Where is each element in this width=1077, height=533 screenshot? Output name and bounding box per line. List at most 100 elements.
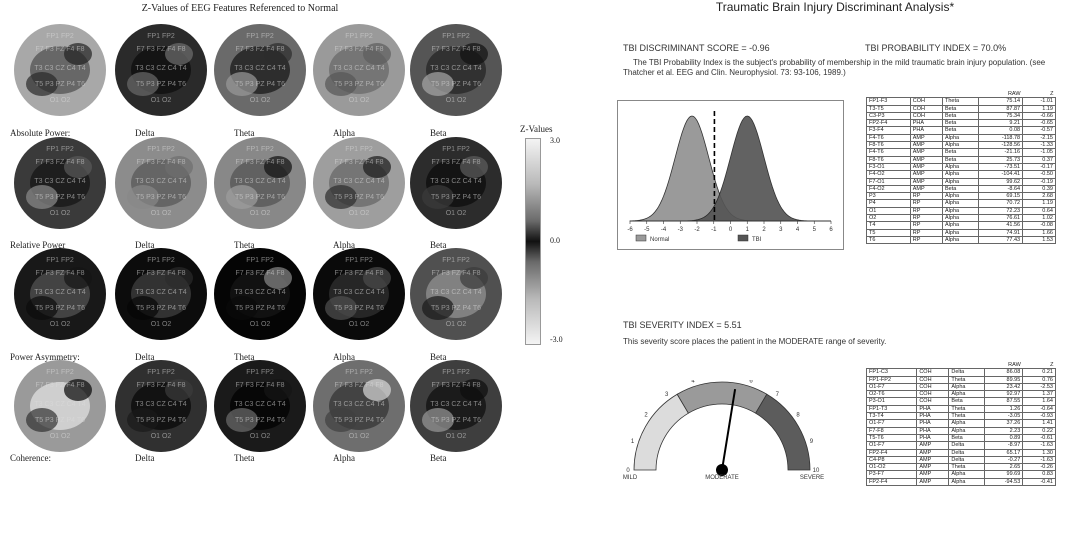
x-tick-label: 3 [779,227,783,233]
band-label: Beta [430,453,447,463]
table-cell: -73.51 [977,162,1024,172]
table-cell: Alpha [942,235,979,245]
table-row: T3-T4 PHA Theta -3.05 -0.93 [865,412,1056,421]
topomap-head: FP1 FP2 F7 F3 FZ F4 F8 T3 C3 CZ C4 T4 T5 P3… [214,137,306,229]
svg-text:O1 O2: O1 O2 [151,321,172,328]
table-row: FP1-T3 PHA Theta 1.26 -0.64 [865,404,1056,414]
svg-text:T3 C3 CZ C4 T4: T3 C3 CZ C4 T4 [430,401,481,408]
table-row: F4-O2 AMP Beta -8.64 0.39 [866,184,1056,194]
svg-text:T3 C3 CZ C4 T4: T3 C3 CZ C4 T4 [333,401,384,408]
table-cell: Alpha [948,419,985,428]
gauge-tick-label: 0 [626,468,630,474]
table-cell: RP [909,192,944,201]
gauge-tick-label: 3 [665,392,669,398]
table-cell: T5 [866,228,911,237]
svg-text:T3 C3 CZ C4 T4: T3 C3 CZ C4 T4 [34,178,85,185]
table-cell: O1-O2 [865,463,918,472]
table-header [867,91,911,98]
table-cell: PHA [916,404,950,414]
table-cell: 23.42 [983,382,1024,392]
topomap-head: FP1 FP2 F7 F3 FZ F4 F8 T3 C3 CZ C4 T4 T5 P3… [410,248,502,340]
table-cell: FP1-C3 [865,368,918,377]
table-cell: 92.97 [983,390,1024,399]
svg-text:T5 P3 PZ P4 T6: T5 P3 PZ P4 T6 [431,305,481,312]
table-cell: 41.56 [977,221,1024,230]
svg-text:F7 F3 FZ F4 F8: F7 F3 FZ F4 F8 [136,382,185,389]
band-label: Theta [234,453,255,463]
svg-text:T3 C3 CZ C4 T4: T3 C3 CZ C4 T4 [430,65,481,72]
table-row: FP2-F4 AMP Alpha -94.53 -0.41 [865,477,1056,487]
svg-text:F7 F3 FZ F4 F8: F7 F3 FZ F4 F8 [431,159,480,166]
table-cell: 99.69 [983,470,1024,479]
table-cell: -1.33 [1022,141,1056,150]
table-cell: AMP [909,162,944,172]
table-header [917,362,949,369]
topomap-head: FP1 FP2 F7 F3 FZ F4 F8 T3 C3 CZ C4 T4 T5 P3… [115,360,207,452]
table-cell: PHA [916,412,950,421]
table-row: F3-O1 AMP Alpha -73.51 -0.17 [866,162,1056,172]
table-cell: Alpha [948,382,985,392]
table-cell: Theta [942,97,979,106]
table-cell: RP [909,206,944,216]
table-cell: Alpha [942,177,979,186]
table-cell: -0.50 [1022,170,1056,179]
svg-text:T3 C3 CZ C4 T4: T3 C3 CZ C4 T4 [34,289,85,296]
table-row: O1-F7 AMP Delta -8.97 -1.63 [865,441,1056,450]
zscale-min: -3.0 [550,335,563,344]
table-cell: 87.87 [977,104,1024,113]
x-tick-label: 1 [746,227,750,233]
table-cell: FP2-F4 [865,477,918,487]
svg-text:FP1 FP2: FP1 FP2 [442,257,470,264]
table-cell: 1.30 [1022,448,1056,457]
svg-text:F7 F3 FZ F4 F8: F7 F3 FZ F4 F8 [136,270,185,277]
table-cell: FP1-T3 [865,404,918,414]
table-cell: O1-F7 [865,419,918,428]
topomap-head: FP1 FP2 F7 F3 FZ F4 F8 T3 C3 CZ C4 T4 T5 P3… [115,248,207,340]
svg-text:FP1 FP2: FP1 FP2 [345,369,373,376]
table-cell: 0.22 [1022,426,1056,435]
x-tick-label: 0 [729,227,733,233]
table-row: O1-F7 COH Alpha 23.42 -2.53 [865,382,1056,392]
table-cell: Alpha [942,170,979,179]
table-cell: F7-O1 [866,177,911,186]
table-header: RAW [1008,362,1021,368]
svg-text:T3 C3 CZ C4 T4: T3 C3 CZ C4 T4 [430,178,481,185]
svg-text:T3 C3 CZ C4 T4: T3 C3 CZ C4 T4 [234,289,285,296]
table-cell: Delta [948,368,985,377]
svg-text:T5 P3 PZ P4 T6: T5 P3 PZ P4 T6 [235,81,285,88]
table-cell: -8.64 [977,184,1024,194]
table-cell: AMP [916,477,950,487]
table-cell: -0.27 [983,455,1024,465]
table-cell: 75.14 [977,97,1024,106]
table-cell: 74.91 [977,228,1024,237]
band-label: Alpha [333,453,355,463]
gauge-zone-mild [633,393,689,471]
legend-label: TBI [752,237,762,243]
topomap-head: FP1 FP2 F7 F3 FZ F4 F8 T3 C3 CZ C4 T4 T5 P3… [214,248,306,340]
svg-text:T3 C3 CZ C4 T4: T3 C3 CZ C4 T4 [135,289,186,296]
table-cell: -0.61 [1022,433,1056,443]
gauge-tick-label: 8 [796,413,800,419]
table-cell: -1.01 [1022,97,1056,106]
x-tick-label: 5 [813,227,817,233]
topomap-head: FP1 FP2 F7 F3 FZ F4 F8 T3 C3 CZ C4 T4 T5 P3… [313,24,405,116]
svg-text:F7 F3 FZ F4 F8: F7 F3 FZ F4 F8 [334,46,383,53]
svg-text:T5 P3 PZ P4 T6: T5 P3 PZ P4 T6 [136,305,186,312]
svg-text:T3 C3 CZ C4 T4: T3 C3 CZ C4 T4 [135,178,186,185]
svg-text:O1 O2: O1 O2 [250,97,271,104]
table-cell: -0.08 [1022,221,1056,230]
svg-text:O1 O2: O1 O2 [349,97,370,104]
table-cell: Alpha [942,162,979,172]
table-cell: Alpha [942,206,979,216]
svg-text:O1 O2: O1 O2 [349,321,370,328]
band-label: Delta [135,352,155,362]
topomap-head: FP1 FP2 F7 F3 FZ F4 F8 T3 C3 CZ C4 T4 T5 P3… [14,24,106,116]
table-row: F8-T6 AMP Beta 25.73 0.37 [866,155,1056,164]
table-cell: -1.63 [1022,455,1056,465]
table-cell: 69.15 [977,192,1024,201]
table-cell: COH [916,375,950,384]
svg-text:T3 C3 CZ C4 T4: T3 C3 CZ C4 T4 [135,401,186,408]
table-header: RAW [1007,91,1021,97]
svg-text:FP1 FP2: FP1 FP2 [345,146,373,153]
topomap-head: FP1 FP2 F7 F3 FZ F4 F8 T3 C3 CZ C4 T4 T5 P3… [14,248,106,340]
